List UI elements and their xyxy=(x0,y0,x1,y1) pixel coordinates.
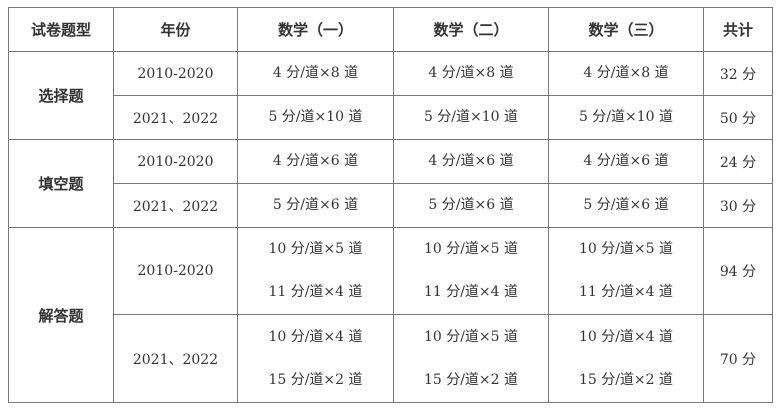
header-math3: 数学（三） xyxy=(548,7,704,52)
score-line: 10 分/道×5 道 xyxy=(268,241,363,257)
score-line: 10 分/道×4 道 xyxy=(268,328,363,345)
math2-cell: 4 分/道×8 道 xyxy=(393,51,549,96)
question-type-cell: 解答题 xyxy=(8,227,114,403)
score-line: 4 分/道×6 道 xyxy=(428,153,514,169)
score-line: 15 分/道×2 道 xyxy=(268,371,363,388)
header-math1: 数学（一） xyxy=(237,7,394,52)
math2-cell: 5 分/道×6 道 xyxy=(393,183,549,228)
table-row: 填空题 2010-2020 4 分/道×6 道 4 分/道×6 道 4 分/道×6 道 2… xyxy=(8,139,773,228)
total-cell: 94 分 xyxy=(703,227,773,315)
math3-cell: 5 分/道×10 道 xyxy=(548,95,704,140)
score-line: 4 分/道×6 道 xyxy=(583,153,669,169)
header-type: 试卷题型 xyxy=(8,7,114,52)
math1-cell: 4 分/道×8 道 xyxy=(237,51,394,96)
total-cell: 24 分 xyxy=(703,139,773,184)
table-row: 选择题 2010-2020 4 分/道×8 道 4 分/道×8 道 4 分/道×8 道 3… xyxy=(8,51,773,140)
header-total: 共计 xyxy=(703,7,773,52)
math3-cell: 10 分/道×5 道 11 分/道×4 道 xyxy=(548,227,704,315)
score-line: 5 分/道×6 道 xyxy=(272,197,359,213)
total-cell: 50 分 xyxy=(703,95,773,140)
score-line: 5 分/道×10 道 xyxy=(268,109,363,125)
math2-cell: 10 分/道×5 道 15 分/道×2 道 xyxy=(393,314,549,403)
table-row: 2021、2022 5 分/道×6 道 5 分/道×6 道 5 分/道×6 道 30 分 xyxy=(9,183,773,228)
score-line: 10 分/道×5 道 xyxy=(578,241,674,257)
math1-cell: 5 分/道×10 道 xyxy=(237,95,394,140)
score-line: 10 分/道×5 道 xyxy=(423,241,519,257)
header-math2: 数学（二） xyxy=(393,7,549,52)
table-row: 2021、2022 5 分/道×10 道 5 分/道×10 道 5 分/道×10 道 5… xyxy=(9,95,773,140)
math2-cell: 4 分/道×6 道 xyxy=(393,139,549,184)
score-line: 11 分/道×4 道 xyxy=(423,284,519,300)
score-line: 10 分/道×5 道 xyxy=(423,328,519,345)
year-cell: 2021、2022 xyxy=(113,95,238,140)
math1-cell: 10 分/道×5 道 11 分/道×4 道 xyxy=(237,227,394,315)
year-cell: 2021、2022 xyxy=(113,314,238,403)
score-line: 5 分/道×6 道 xyxy=(428,197,514,213)
score-line: 15 分/道×2 道 xyxy=(423,371,519,388)
year-cell: 2010-2020 xyxy=(113,51,238,96)
math1-cell: 10 分/道×4 道 15 分/道×2 道 xyxy=(237,314,394,403)
math2-cell: 10 分/道×5 道 11 分/道×4 道 xyxy=(393,227,549,315)
math3-cell: 10 分/道×4 道 15 分/道×2 道 xyxy=(548,314,704,403)
math1-cell: 5 分/道×6 道 xyxy=(237,183,394,228)
score-line: 4 分/道×6 道 xyxy=(272,153,359,169)
score-line: 5 分/道×10 道 xyxy=(578,109,674,125)
score-line: 5 分/道×6 道 xyxy=(583,197,669,213)
score-line: 10 分/道×4 道 xyxy=(578,328,674,345)
score-line: 15 分/道×2 道 xyxy=(578,371,674,388)
score-line: 4 分/道×8 道 xyxy=(583,65,669,81)
table-row: 解答题 2010-2020 10 分/道×5 道 11 分/道×4 道 10 分/道×5… xyxy=(8,227,773,403)
year-cell: 2021、2022 xyxy=(113,183,238,228)
math3-cell: 5 分/道×6 道 xyxy=(548,183,704,228)
year-cell: 2010-2020 xyxy=(113,139,238,184)
score-line: 11 分/道×4 道 xyxy=(268,284,363,300)
score-line: 4 分/道×8 道 xyxy=(428,65,514,81)
question-type-cell: 填空题 xyxy=(8,139,114,228)
question-type-cell: 选择题 xyxy=(8,51,114,140)
total-cell: 70 分 xyxy=(703,314,773,403)
score-line: 4 分/道×8 道 xyxy=(272,65,359,81)
total-cell: 32 分 xyxy=(703,51,773,96)
score-table: 试卷题型 年份 数学（一） 数学（二） 数学（三） 共计 选择题 2010-202… xyxy=(8,7,773,403)
math2-cell: 5 分/道×10 道 xyxy=(393,95,549,140)
math1-cell: 4 分/道×6 道 xyxy=(237,139,394,184)
header-year: 年份 xyxy=(113,7,238,52)
header-row: 试卷题型 年份 数学（一） 数学（二） 数学（三） 共计 xyxy=(8,7,773,52)
score-line: 11 分/道×4 道 xyxy=(578,284,674,300)
math3-cell: 4 分/道×6 道 xyxy=(548,139,704,184)
total-cell: 30 分 xyxy=(703,183,773,228)
year-cell: 2010-2020 xyxy=(113,227,238,315)
score-line: 5 分/道×10 道 xyxy=(423,109,519,125)
math3-cell: 4 分/道×8 道 xyxy=(548,51,704,96)
